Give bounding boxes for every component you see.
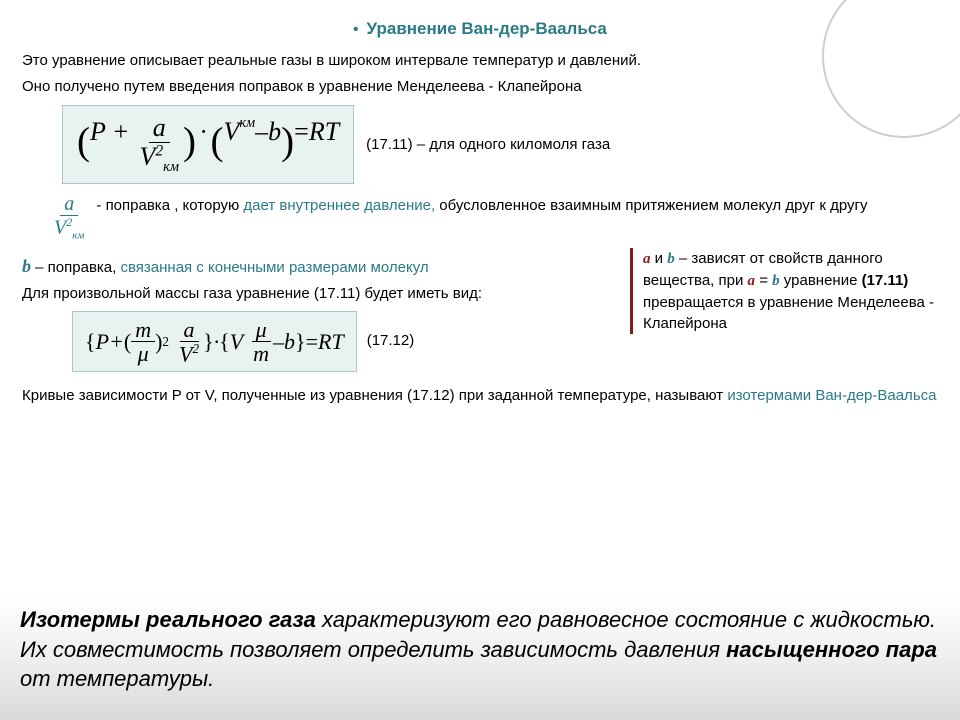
paragraph-4: Кривые зависимости P от V, полученные из… xyxy=(22,386,938,406)
page-title: Уравнение Ван-дер-Ваальса xyxy=(367,19,607,38)
equation-17-12-box: { P + ( m μ )2 a V2 } · xyxy=(72,311,357,373)
bullet-icon: • xyxy=(353,21,358,38)
bottom-summary: Изотермы реального газа характеризуют ег… xyxy=(0,595,960,720)
equation-17-12-row: { P + ( m μ )2 a V2 } · xyxy=(72,311,618,373)
fraction-a-v2km: a V2км xyxy=(135,114,183,174)
fraction-a-v2km-small: a V2км xyxy=(50,194,88,242)
document-page: • Уравнение Ван-дер-Ваальса Это уравнени… xyxy=(0,0,960,422)
title-row: • Уравнение Ван-дер-Ваальса xyxy=(22,18,938,41)
note-a: a V2км - поправка , которую дает внутрен… xyxy=(50,194,938,242)
left-column: b – поправка, связанная с конечными разм… xyxy=(22,248,630,380)
paragraph-2: Оно получено путем введения поправок в у… xyxy=(22,77,938,97)
equation-17-11-box: ( P + a V2км ) · ( Vкм – b ) = RT xyxy=(62,105,354,183)
equation-17-12-label: (17.12) xyxy=(367,331,415,351)
two-column-row: b – поправка, связанная с конечными разм… xyxy=(22,248,938,380)
fraction-m-mu: m μ xyxy=(131,318,155,365)
note-b: b – поправка, связанная с конечными разм… xyxy=(22,254,618,278)
fraction-mu-m: μ m xyxy=(249,318,273,365)
paragraph-3: Для произвольной массы газа уравнение (1… xyxy=(22,284,618,304)
equation-17-11-row: ( P + a V2км ) · ( Vкм – b ) = RT (17.11… xyxy=(62,105,938,183)
right-column: a и b – зависят от свойств данного вещес… xyxy=(630,248,938,334)
paragraph-1: Это уравнение описывает реальные газы в … xyxy=(22,51,938,71)
fraction-a-v2: a V2 xyxy=(175,318,203,366)
equation-17-11-label: (17.11) – для одного киломоля газа xyxy=(366,135,610,155)
